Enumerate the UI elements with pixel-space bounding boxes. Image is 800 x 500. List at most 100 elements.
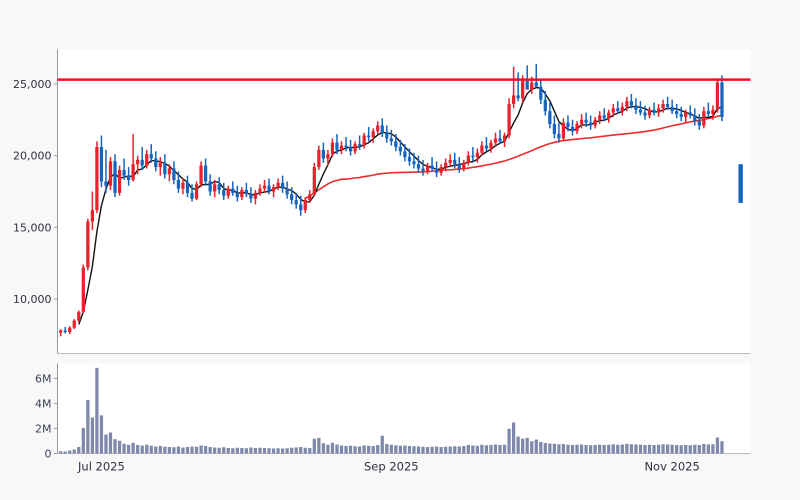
volume-bar [475, 445, 480, 454]
volume-bar [665, 444, 670, 454]
volume-bar [720, 441, 724, 454]
volume-plot-background [57, 363, 751, 454]
candle-body [203, 165, 208, 182]
candle-body [498, 138, 502, 142]
candle-body [629, 101, 634, 106]
volume-bar [634, 444, 638, 454]
candle-body [59, 330, 63, 333]
volume-bar [235, 447, 239, 454]
candle-body [588, 122, 593, 126]
candle-body [249, 194, 253, 199]
volume-bar [552, 443, 557, 454]
volume-bar [203, 446, 208, 454]
candle-body [194, 184, 199, 199]
volume-bar [258, 447, 262, 454]
volume-bar [385, 444, 389, 454]
volume-bar [403, 445, 407, 454]
candle-body [222, 190, 226, 196]
volume-bar [140, 445, 144, 454]
candle-body [185, 182, 190, 193]
candle-body [552, 124, 557, 135]
candle-body [688, 112, 692, 116]
volume-bar [208, 447, 212, 454]
candle-body [154, 158, 158, 168]
volume-bar [299, 447, 303, 454]
volume-bar [77, 447, 81, 454]
candle-body [163, 162, 167, 175]
candle-body [90, 210, 95, 222]
volume-bar [434, 446, 439, 454]
candle-body [380, 125, 384, 133]
volume-bar [90, 417, 95, 454]
candle-body [425, 165, 430, 172]
volume-bar [326, 444, 330, 454]
volume-bar [104, 434, 108, 454]
candlesticks [59, 63, 724, 337]
volume-bar [502, 444, 507, 454]
volume-bar [471, 445, 475, 454]
candle-body [462, 162, 466, 169]
volume-bar [353, 446, 357, 454]
candle-body [99, 147, 104, 182]
volume-bar [126, 444, 131, 454]
candle-body [444, 162, 448, 168]
volume-bar [163, 446, 167, 454]
candle-body [453, 159, 457, 165]
candle-body [213, 184, 217, 192]
volume-bar [507, 428, 511, 454]
volume-bar [557, 444, 561, 454]
candle-body [647, 109, 652, 116]
volume-bar [68, 450, 72, 454]
candle-body [394, 141, 398, 148]
volume-bar [543, 443, 547, 454]
volume-bar [711, 444, 715, 454]
candle-body [299, 204, 303, 211]
candle-body [684, 112, 688, 117]
volume-bar [271, 448, 276, 454]
volume-bar [638, 444, 643, 454]
volume-bar [154, 446, 158, 454]
volume-axis-tick: 6M [35, 373, 52, 386]
volume-bar [715, 437, 720, 454]
price-plot-background [57, 49, 751, 354]
volume-bar [462, 446, 466, 454]
volume-bar [95, 367, 99, 454]
candle-body [457, 164, 461, 169]
volume-bar [647, 444, 652, 454]
volume-bar [308, 448, 312, 454]
volume-bar [253, 448, 258, 454]
candle-body [566, 122, 570, 127]
candle-body [489, 142, 493, 149]
volume-bar [312, 438, 316, 454]
volume-bar [389, 444, 393, 454]
candle-body [602, 115, 606, 119]
volume-bar [376, 445, 380, 454]
candle-body [376, 125, 380, 132]
volume-bar [570, 445, 575, 454]
candle-body [502, 135, 507, 142]
candle-body [530, 82, 534, 90]
volume-bar [484, 445, 489, 454]
candle-body [702, 111, 706, 126]
candle-body [86, 221, 90, 268]
volume-bar [670, 444, 674, 454]
volume-bar [294, 447, 298, 454]
volume-bar [457, 446, 461, 454]
volume-bar [407, 446, 412, 454]
candle-body [81, 267, 85, 312]
candle-body [317, 149, 321, 168]
candle-body [421, 168, 425, 172]
volume-bar [702, 444, 706, 454]
candle-body [625, 101, 629, 107]
volume-bar [675, 445, 679, 454]
candle-body [258, 188, 262, 193]
volume-bar [267, 448, 271, 454]
candle-body [434, 168, 439, 173]
volume-bar [117, 440, 122, 454]
volume-bar [625, 443, 629, 454]
volume-bar [575, 444, 579, 454]
candle-body [308, 194, 312, 201]
volume-bar [480, 444, 484, 454]
volume-axis-tick: 2M [35, 423, 52, 436]
volume-bar [652, 445, 656, 454]
